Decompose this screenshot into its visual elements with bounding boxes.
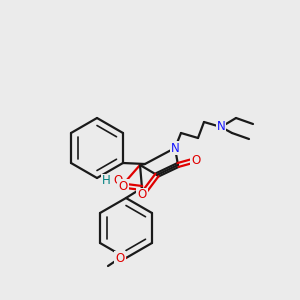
- Text: O: O: [116, 251, 124, 265]
- Text: O: O: [113, 175, 123, 188]
- Text: O: O: [118, 179, 127, 193]
- Text: N: N: [217, 121, 225, 134]
- Text: O: O: [191, 154, 201, 166]
- Text: O: O: [137, 188, 147, 202]
- Text: H: H: [102, 175, 110, 188]
- Text: N: N: [171, 142, 179, 154]
